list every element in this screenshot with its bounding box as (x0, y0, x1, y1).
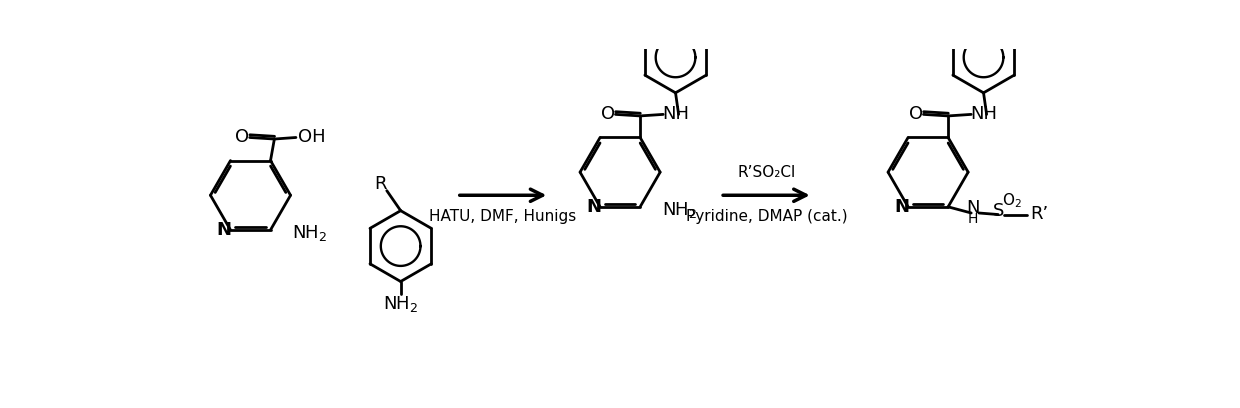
Text: NH$_2$: NH$_2$ (293, 223, 327, 243)
Text: R’: R’ (1030, 205, 1049, 223)
Text: O: O (600, 105, 615, 123)
Text: R: R (650, 0, 662, 4)
Text: S: S (993, 202, 1004, 220)
Text: Pyridine, DMAP (cat.): Pyridine, DMAP (cat.) (686, 209, 847, 224)
Text: NH$_2$: NH$_2$ (383, 294, 418, 314)
Text: NH: NH (662, 104, 689, 123)
Text: O$_2$: O$_2$ (1002, 191, 1022, 210)
Text: R: R (957, 0, 970, 4)
Text: N: N (587, 198, 601, 216)
Text: OH: OH (298, 129, 325, 146)
Text: NH: NH (970, 104, 997, 123)
Text: NH$_2$: NH$_2$ (662, 200, 697, 220)
Text: N: N (894, 198, 909, 216)
Text: O: O (234, 129, 249, 146)
Text: N: N (217, 221, 232, 239)
Text: N: N (966, 200, 980, 217)
Text: HATU, DMF, Hunigs: HATU, DMF, Hunigs (429, 209, 577, 224)
Text: R: R (374, 175, 387, 193)
Text: R’SO₂Cl: R’SO₂Cl (738, 165, 796, 180)
Text: O: O (909, 105, 923, 123)
Text: H: H (967, 212, 978, 226)
